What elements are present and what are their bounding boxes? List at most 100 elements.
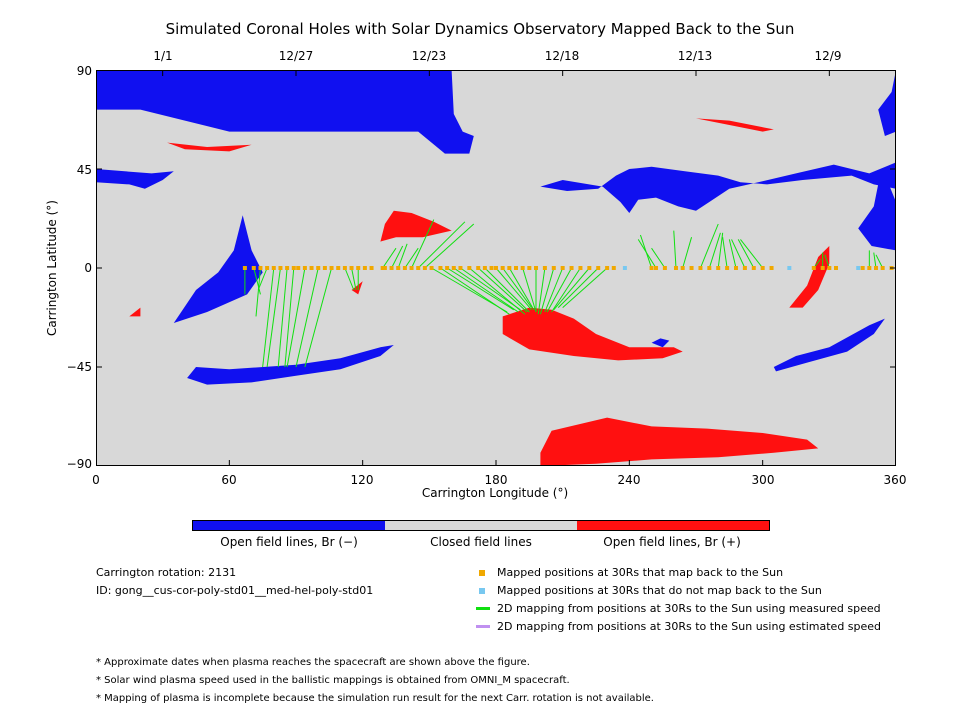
mapped-point <box>587 266 592 270</box>
y-tick-label: 45 <box>76 163 92 177</box>
mapped-point <box>482 266 487 270</box>
mapped-point <box>874 266 878 270</box>
colorbar-label-closed: Closed field lines <box>430 535 532 549</box>
unmapped-point <box>622 266 627 270</box>
measured-mapping-line <box>708 232 721 269</box>
measured-mapping-line <box>255 267 261 317</box>
measured-mapping-line <box>717 232 724 269</box>
mapped-point <box>369 266 374 270</box>
legend-swatch-mapped <box>479 570 485 576</box>
mapped-point <box>489 266 494 270</box>
measured-mapping-line <box>722 237 728 269</box>
measured-mapping-line <box>284 267 295 368</box>
mapped-point <box>329 266 334 270</box>
open-field-positive-region <box>167 142 252 152</box>
legend-swatch-estimated <box>476 625 490 628</box>
mapped-point <box>242 266 247 270</box>
colorbar-positive <box>577 521 769 530</box>
mapped-point <box>649 266 654 270</box>
date-tick-label: 12/27 <box>278 49 314 63</box>
mapped-point <box>258 266 263 270</box>
mapped-point <box>534 266 538 270</box>
mapped-point <box>500 266 505 270</box>
colorbar <box>192 520 770 531</box>
open-field-positive-region <box>540 417 819 466</box>
mapped-point <box>429 266 434 270</box>
measured-mapping-line <box>295 267 319 368</box>
mapped-point <box>342 266 347 270</box>
mapped-point <box>476 266 481 270</box>
measured-mapping-line <box>286 267 306 368</box>
measured-mapping-line <box>522 267 537 313</box>
legend-measured: 2D mapping from positions at 30Rs to the… <box>497 602 881 615</box>
legend-mapped: Mapped positions at 30Rs that map back t… <box>497 566 784 579</box>
mapped-point <box>309 266 314 270</box>
mapped-point <box>458 266 463 270</box>
open-field-negative-region <box>173 215 263 323</box>
measured-mapping-line <box>262 267 275 368</box>
mapped-point <box>811 266 816 270</box>
mapped-point <box>296 266 301 270</box>
unmapped-point <box>787 266 792 270</box>
open-field-positive-region <box>502 307 683 361</box>
measured-mapping-line <box>495 267 532 311</box>
legend-swatch-unmapped <box>479 588 485 594</box>
mapped-point <box>416 266 421 270</box>
mapped-point <box>820 266 825 270</box>
mapped-point <box>716 266 721 270</box>
mapped-point <box>827 266 832 270</box>
open-field-positive-region <box>380 210 452 242</box>
mapped-point <box>409 266 414 270</box>
mapped-point <box>769 266 774 270</box>
mapped-point <box>285 266 290 270</box>
mapped-point <box>860 266 865 270</box>
open-field-negative-region <box>540 162 896 213</box>
measured-mapping-line <box>257 267 268 291</box>
open-field-negative-region <box>858 180 896 251</box>
measured-mapping-line <box>508 267 535 311</box>
legend-estimated: 2D mapping from positions at 30Rs to the… <box>497 620 882 633</box>
mapped-point <box>362 266 367 270</box>
mapped-point <box>467 266 472 270</box>
measured-mapping-line <box>411 219 435 269</box>
open-field-positive-region <box>129 307 141 317</box>
mapped-point <box>302 266 307 270</box>
date-tick-label: 12/13 <box>677 49 713 63</box>
mapped-point <box>596 266 601 270</box>
mapped-point <box>605 266 610 270</box>
measured-mapping-line <box>382 247 397 269</box>
mapped-point <box>578 266 583 270</box>
colorbar-closed <box>385 521 577 530</box>
mapped-point <box>389 266 394 270</box>
mapped-point <box>438 266 443 270</box>
x-tick-label: 120 <box>350 473 374 487</box>
x-axis-label: Carrington Longitude (°) <box>421 486 569 500</box>
measured-mapping-line <box>553 267 590 311</box>
mapped-point <box>880 266 885 270</box>
legend-unmapped: Mapped positions at 30Rs that do not map… <box>497 584 822 597</box>
measured-mapping-line <box>824 254 830 269</box>
measured-mapping-line <box>537 267 546 315</box>
synoptic-map-plot <box>96 70 896 466</box>
mapped-point <box>402 266 407 270</box>
x-tick-label: 0 <box>92 473 100 487</box>
measured-mapping-line <box>424 223 475 269</box>
mapped-point <box>680 266 685 270</box>
y-tick-label: −90 <box>66 457 92 471</box>
open-field-negative-region <box>773 318 885 372</box>
measured-mapping-line <box>551 267 581 313</box>
unmapped-point <box>856 266 861 270</box>
footnote: * Approximate dates when plasma reaches … <box>96 657 530 668</box>
chart-title: Simulated Coronal Holes with Solar Dynam… <box>165 20 795 38</box>
measured-mapping-line <box>397 243 408 269</box>
mapped-point <box>520 266 525 270</box>
mapped-point <box>542 266 547 270</box>
measured-mapping-line <box>699 223 719 269</box>
mapped-point <box>551 266 556 270</box>
mapped-point <box>356 266 361 270</box>
footnote: * Solar wind plasma speed used in the ba… <box>96 675 570 686</box>
mapped-point <box>527 266 532 270</box>
mapped-point <box>396 266 401 270</box>
mapped-point <box>514 266 518 270</box>
open-field-negative-region <box>96 70 474 154</box>
